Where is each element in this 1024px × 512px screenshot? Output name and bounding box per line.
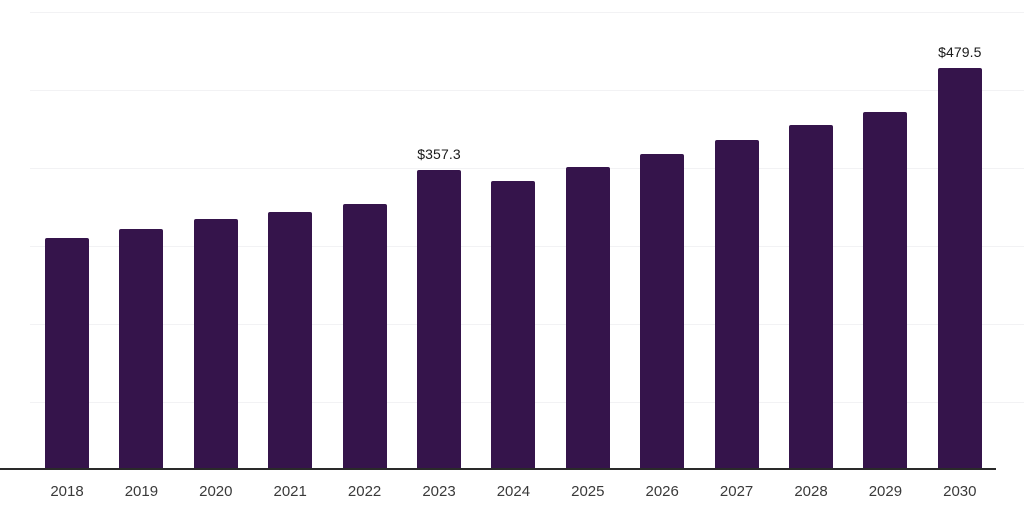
x-tick-label: 2026 bbox=[645, 483, 679, 500]
x-tick-label: 2024 bbox=[496, 483, 531, 500]
bar-group[interactable] bbox=[491, 181, 536, 468]
bar-group[interactable] bbox=[789, 125, 833, 468]
x-axis-labels: 2018 2019 2020 2021 2022 2023 2024 2025 2026 2027… bbox=[0, 469, 1024, 512]
bar[interactable] bbox=[640, 154, 685, 468]
bar[interactable] bbox=[45, 238, 89, 468]
bar-group[interactable] bbox=[863, 112, 908, 468]
bar-value-label: $479.5 bbox=[938, 44, 982, 60]
x-tick-label: 2022 bbox=[347, 483, 382, 500]
x-tick-label: 2019 bbox=[124, 483, 159, 500]
bar[interactable] bbox=[863, 112, 908, 468]
bar-group[interactable]: $357.3 bbox=[417, 146, 461, 468]
bar-group[interactable] bbox=[565, 167, 610, 468]
bar-group[interactable] bbox=[640, 154, 685, 468]
bar[interactable] bbox=[937, 68, 982, 468]
x-tick-label: 2018 bbox=[50, 483, 84, 500]
bar-group[interactable]: $479.5 bbox=[937, 44, 982, 468]
x-tick-label: 2023 bbox=[422, 483, 456, 500]
gridline bbox=[30, 167, 1024, 169]
bar[interactable] bbox=[491, 181, 536, 468]
x-axis-line bbox=[0, 468, 996, 470]
bar-group[interactable] bbox=[268, 212, 313, 468]
gridline bbox=[30, 11, 1024, 13]
x-tick-label: 2030 bbox=[943, 483, 977, 500]
bar[interactable] bbox=[714, 140, 759, 468]
bar-group[interactable] bbox=[193, 219, 238, 468]
bar-group[interactable] bbox=[342, 204, 387, 468]
bar[interactable] bbox=[342, 204, 387, 468]
bar[interactable] bbox=[789, 125, 833, 468]
x-tick-label: 2020 bbox=[199, 483, 233, 500]
gridline bbox=[30, 89, 1024, 91]
x-tick-label: 2027 bbox=[719, 483, 754, 500]
bar[interactable] bbox=[417, 170, 461, 468]
bar[interactable] bbox=[119, 229, 164, 468]
x-tick-label: 2029 bbox=[868, 483, 903, 500]
bar[interactable] bbox=[565, 167, 610, 468]
bar-group[interactable] bbox=[714, 140, 759, 468]
plot-area: $357.3 $479.5 bbox=[45, 44, 982, 468]
x-tick-label: 2028 bbox=[794, 483, 828, 500]
bar[interactable] bbox=[268, 212, 313, 468]
bar[interactable] bbox=[193, 219, 238, 468]
x-tick-label: 2021 bbox=[273, 483, 307, 500]
bar-group[interactable] bbox=[119, 229, 164, 468]
bar-value-label: $357.3 bbox=[417, 146, 461, 162]
bar-group[interactable] bbox=[45, 238, 89, 468]
x-tick-label: 2025 bbox=[571, 483, 605, 500]
